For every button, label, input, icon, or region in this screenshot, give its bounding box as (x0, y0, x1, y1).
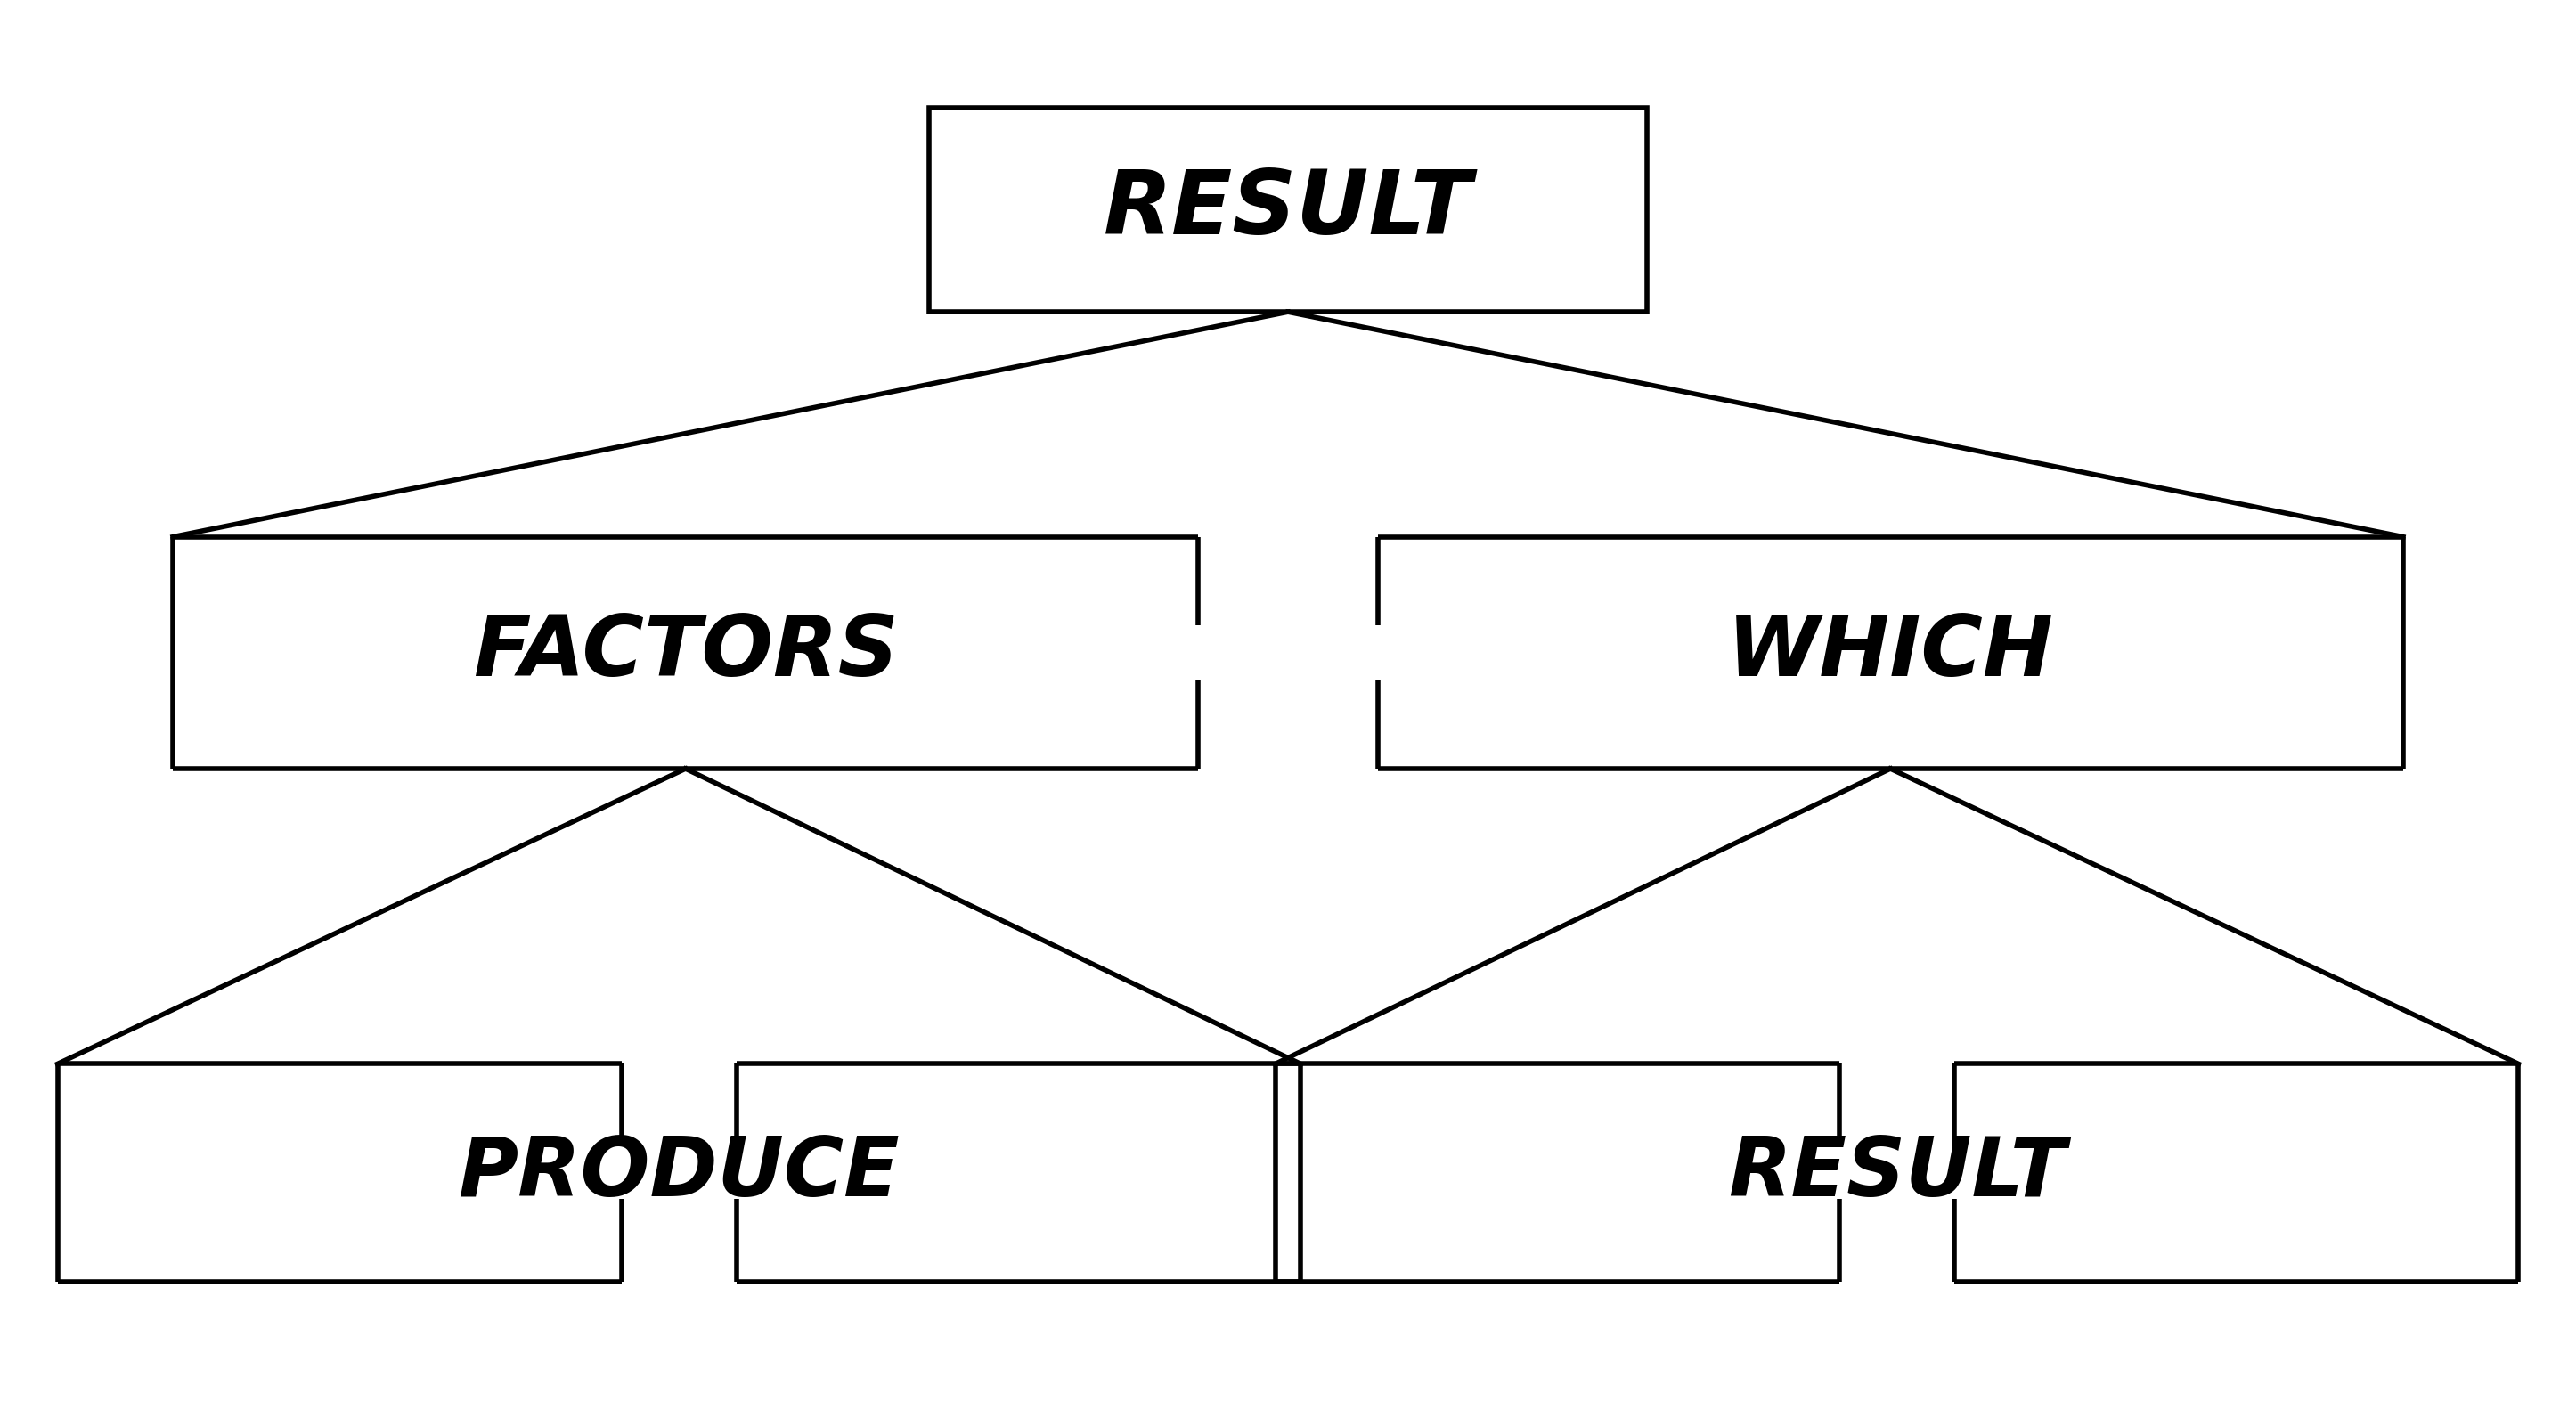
Text: RESULT: RESULT (1103, 167, 1473, 254)
Text: RESULT: RESULT (1728, 1133, 2066, 1212)
Text: FACTORS: FACTORS (474, 611, 899, 693)
Text: WHICH: WHICH (1726, 611, 2053, 693)
Bar (930, 108, 1646, 312)
Text: PRODUCE: PRODUCE (459, 1133, 899, 1212)
